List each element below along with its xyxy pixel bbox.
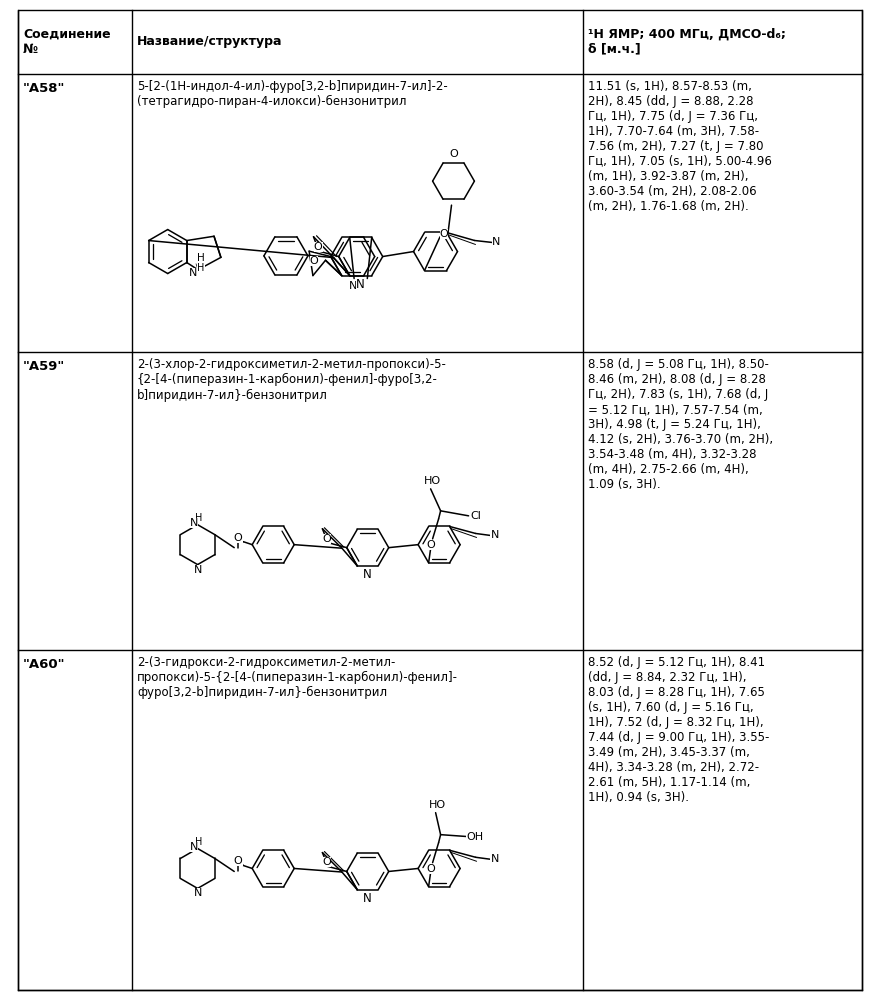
- Text: H: H: [197, 253, 205, 263]
- Text: O: O: [314, 242, 323, 252]
- Text: "A58": "A58": [23, 82, 65, 95]
- Text: 2-(3-гидрокси-2-гидроксиметил-2-метил-
пропокси)-5-{2-[4-(пиперазин-1-карбонил)-: 2-(3-гидрокси-2-гидроксиметил-2-метил- п…: [137, 656, 458, 699]
- Text: N: N: [363, 568, 372, 581]
- Text: O: O: [323, 534, 332, 544]
- Text: O: O: [426, 864, 435, 874]
- Text: O: O: [234, 856, 243, 866]
- Text: N: N: [189, 518, 198, 528]
- Text: N: N: [189, 842, 198, 852]
- Text: N: N: [194, 565, 202, 575]
- Text: 8.58 (d, J = 5.08 Гц, 1H), 8.50-
8.46 (m, 2H), 8.08 (d, J = 8.28
Гц, 2H), 7.83 (: 8.58 (d, J = 5.08 Гц, 1H), 8.50- 8.46 (m…: [589, 358, 774, 491]
- Text: N: N: [194, 888, 202, 898]
- Text: HO: HO: [429, 800, 446, 810]
- Text: O: O: [310, 256, 319, 266]
- Text: 11.51 (s, 1H), 8.57-8.53 (m,
2H), 8.45 (dd, J = 8.88, 2.28
Гц, 1H), 7.75 (d, J =: 11.51 (s, 1H), 8.57-8.53 (m, 2H), 8.45 (…: [589, 80, 773, 213]
- Text: O: O: [426, 540, 435, 550]
- Text: 5-[2-(1Н-индол-4-ил)-фуро[3,2-b]пиридин-7-ил]-2-
(тетрагидро-пиран-4-илокси)-бен: 5-[2-(1Н-индол-4-ил)-фуро[3,2-b]пиридин-…: [137, 80, 448, 108]
- Text: OH: OH: [466, 832, 483, 842]
- Text: "A59": "A59": [23, 360, 65, 373]
- Text: 8.52 (d, J = 5.12 Гц, 1H), 8.41
(dd, J = 8.84, 2.32 Гц, 1H),
8.03 (d, J = 8.28 Г: 8.52 (d, J = 5.12 Гц, 1H), 8.41 (dd, J =…: [589, 656, 770, 804]
- Text: H: H: [195, 513, 202, 523]
- Text: O: O: [234, 533, 243, 543]
- Text: HO: HO: [424, 476, 441, 486]
- Text: O: O: [323, 857, 332, 867]
- Text: N: N: [189, 268, 197, 278]
- Text: Соединение
№: Соединение №: [23, 28, 111, 56]
- Text: N: N: [356, 278, 365, 291]
- Text: 2-(3-хлор-2-гидроксиметил-2-метил-пропокси)-5-
{2-[4-(пиперазин-1-карбонил)-фени: 2-(3-хлор-2-гидроксиметил-2-метил-пропок…: [137, 358, 446, 402]
- Text: O: O: [449, 149, 458, 159]
- Text: Название/структура: Название/структура: [137, 35, 282, 48]
- Text: H: H: [197, 263, 205, 273]
- Text: O: O: [440, 229, 449, 239]
- Text: N: N: [492, 237, 501, 247]
- Text: "A60": "A60": [23, 658, 65, 671]
- Text: Cl: Cl: [470, 511, 481, 521]
- Text: H: H: [195, 837, 202, 847]
- Text: ¹Н ЯМР; 400 МГц, ДМСО-d₆;
δ [м.ч.]: ¹Н ЯМР; 400 МГц, ДМСО-d₆; δ [м.ч.]: [589, 28, 787, 56]
- Text: N: N: [490, 530, 499, 540]
- Text: N: N: [348, 281, 357, 291]
- Text: N: N: [363, 892, 372, 905]
- Text: N: N: [490, 854, 499, 864]
